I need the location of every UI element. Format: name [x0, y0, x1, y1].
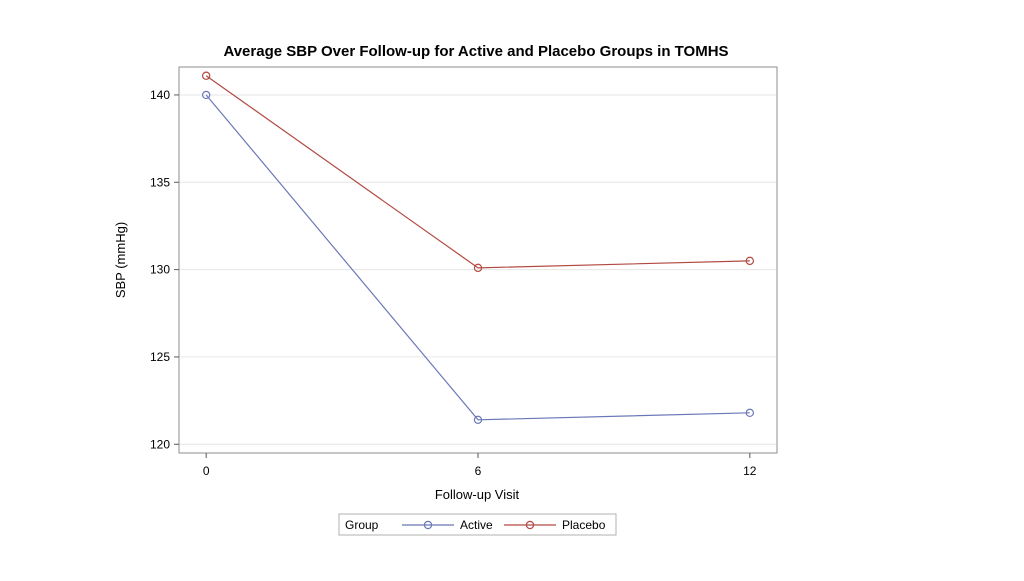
legend-title: Group — [345, 518, 379, 532]
y-tick-label-120: 120 — [150, 437, 170, 451]
legend: Group Active Placebo — [339, 514, 616, 535]
legend-active-label: Active — [460, 518, 493, 532]
x-tick-label-0: 0 — [203, 464, 210, 478]
x-tick-label-6: 6 — [475, 464, 482, 478]
chart-container: Average SBP Over Follow-up for Active an… — [0, 0, 1024, 576]
y-tick-label-135: 135 — [150, 175, 170, 189]
y-tick-label-125: 125 — [150, 350, 170, 364]
legend-placebo-label: Placebo — [562, 518, 606, 532]
y-tick-label-140: 140 — [150, 88, 170, 102]
y-axis-label: SBP (mmHg) — [113, 222, 128, 298]
x-axis-label: Follow-up Visit — [435, 487, 520, 502]
chart-svg: Average SBP Over Follow-up for Active an… — [0, 0, 1024, 576]
x-tick-label-12: 12 — [743, 464, 757, 478]
chart-title: Average SBP Over Follow-up for Active an… — [223, 43, 728, 60]
y-tick-label-130: 130 — [150, 263, 170, 277]
plot-frame — [179, 67, 777, 453]
